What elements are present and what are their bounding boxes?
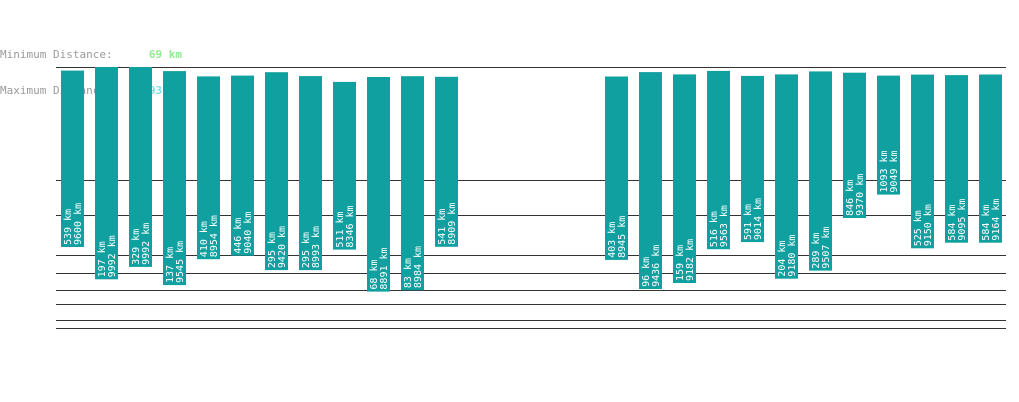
bar-min-label: 525 km	[913, 210, 924, 246]
min-distance-value: 69 km	[148, 48, 182, 61]
bar-min-label: 584 km	[947, 205, 958, 241]
bar-max-label: 9563 km	[719, 205, 730, 247]
bar-min-label: 68 km	[369, 259, 380, 289]
distance-bar	[605, 76, 628, 260]
bar-max-label: 9180 km	[787, 235, 798, 277]
bar-min-label: 83 km	[403, 258, 414, 288]
bar-min-label: 329 km	[131, 229, 142, 265]
bar-max-label: 9370 km	[855, 174, 866, 216]
bar-min-label: 204 km	[777, 241, 788, 277]
bar-min-label: 539 km	[63, 209, 74, 245]
bar-max-label: 9436 km	[651, 245, 662, 287]
distance-bar	[265, 72, 288, 271]
bar-max-label: 9095 km	[957, 199, 968, 241]
distance-bar	[95, 67, 118, 280]
distance-bar	[61, 70, 84, 247]
distance-bar	[163, 71, 186, 286]
bar-max-label: 9014 km	[753, 198, 764, 240]
bar-min-label: 541 km	[437, 209, 448, 245]
min-distance-label: Minimum Distance:	[0, 48, 113, 61]
bar-max-label: 9545 km	[175, 241, 186, 283]
bar-min-label: 516 km	[709, 211, 720, 247]
bar-min-label: 410 km	[199, 221, 210, 257]
bar-min-label: 446 km	[233, 218, 244, 254]
bar-min-label: 289 km	[811, 233, 822, 269]
bar-min-label: 96 km	[641, 257, 652, 287]
bar-max-label: 9049 km	[889, 150, 900, 192]
bar-min-label: 591 km	[743, 204, 754, 240]
bar-min-label: 403 km	[607, 222, 618, 258]
bar-max-label: 8346 km	[345, 205, 356, 247]
bar-max-label: 9164 km	[991, 199, 1002, 241]
bar-min-label: 137 km	[165, 247, 176, 283]
bar-max-label: 8954 km	[209, 215, 220, 257]
distance-bar	[673, 74, 696, 284]
bar-min-label: 584 km	[981, 205, 992, 241]
distance-bar	[877, 75, 900, 195]
bar-max-label: 9992 km	[107, 235, 118, 277]
bar-max-label: 8945 km	[617, 216, 628, 258]
bar-max-label: 8993 km	[311, 226, 322, 268]
distance-bar	[741, 75, 764, 243]
bar-min-label: 511 km	[335, 211, 346, 247]
bar-min-label: 197 km	[97, 241, 108, 277]
distance-bar	[197, 76, 220, 260]
distance-bar	[639, 72, 662, 289]
distance-bar	[333, 81, 356, 250]
distance-bar	[231, 75, 254, 256]
bar-min-label: 295 km	[301, 232, 312, 268]
distance-bar	[367, 77, 390, 292]
distance-bar	[911, 74, 934, 249]
bar-max-label: 8984 km	[413, 246, 424, 288]
distance-bar	[979, 74, 1002, 243]
bar-max-label: 9992 km	[141, 223, 152, 265]
distance-bar	[945, 75, 968, 243]
bar-min-label: 846 km	[845, 180, 856, 216]
bar-max-label: 9182 km	[685, 239, 696, 281]
bar-max-label: 9150 km	[923, 204, 934, 246]
bar-max-label: 9507 km	[821, 227, 832, 269]
bar-min-label: 1093 km	[879, 150, 890, 192]
distance-bar	[707, 70, 730, 250]
distance-bar	[775, 74, 798, 279]
bar-max-label: 9040 km	[243, 212, 254, 254]
distance-bar	[809, 71, 832, 271]
bar-max-label: 8909 km	[447, 203, 458, 245]
distance-bar	[843, 72, 866, 218]
bar-min-label: 159 km	[675, 245, 686, 281]
distance-bar	[299, 76, 322, 271]
bar-max-label: 9420 km	[277, 226, 288, 268]
bar-max-label: 9600 km	[73, 203, 84, 245]
bar-max-label: 8891 km	[379, 247, 390, 289]
distance-bar	[435, 76, 458, 247]
min-distance-row: Minimum Distance: 69 km	[0, 49, 182, 61]
distance-bar	[401, 76, 424, 291]
distance-bar	[129, 67, 152, 267]
bar-min-label: 295 km	[267, 232, 278, 268]
